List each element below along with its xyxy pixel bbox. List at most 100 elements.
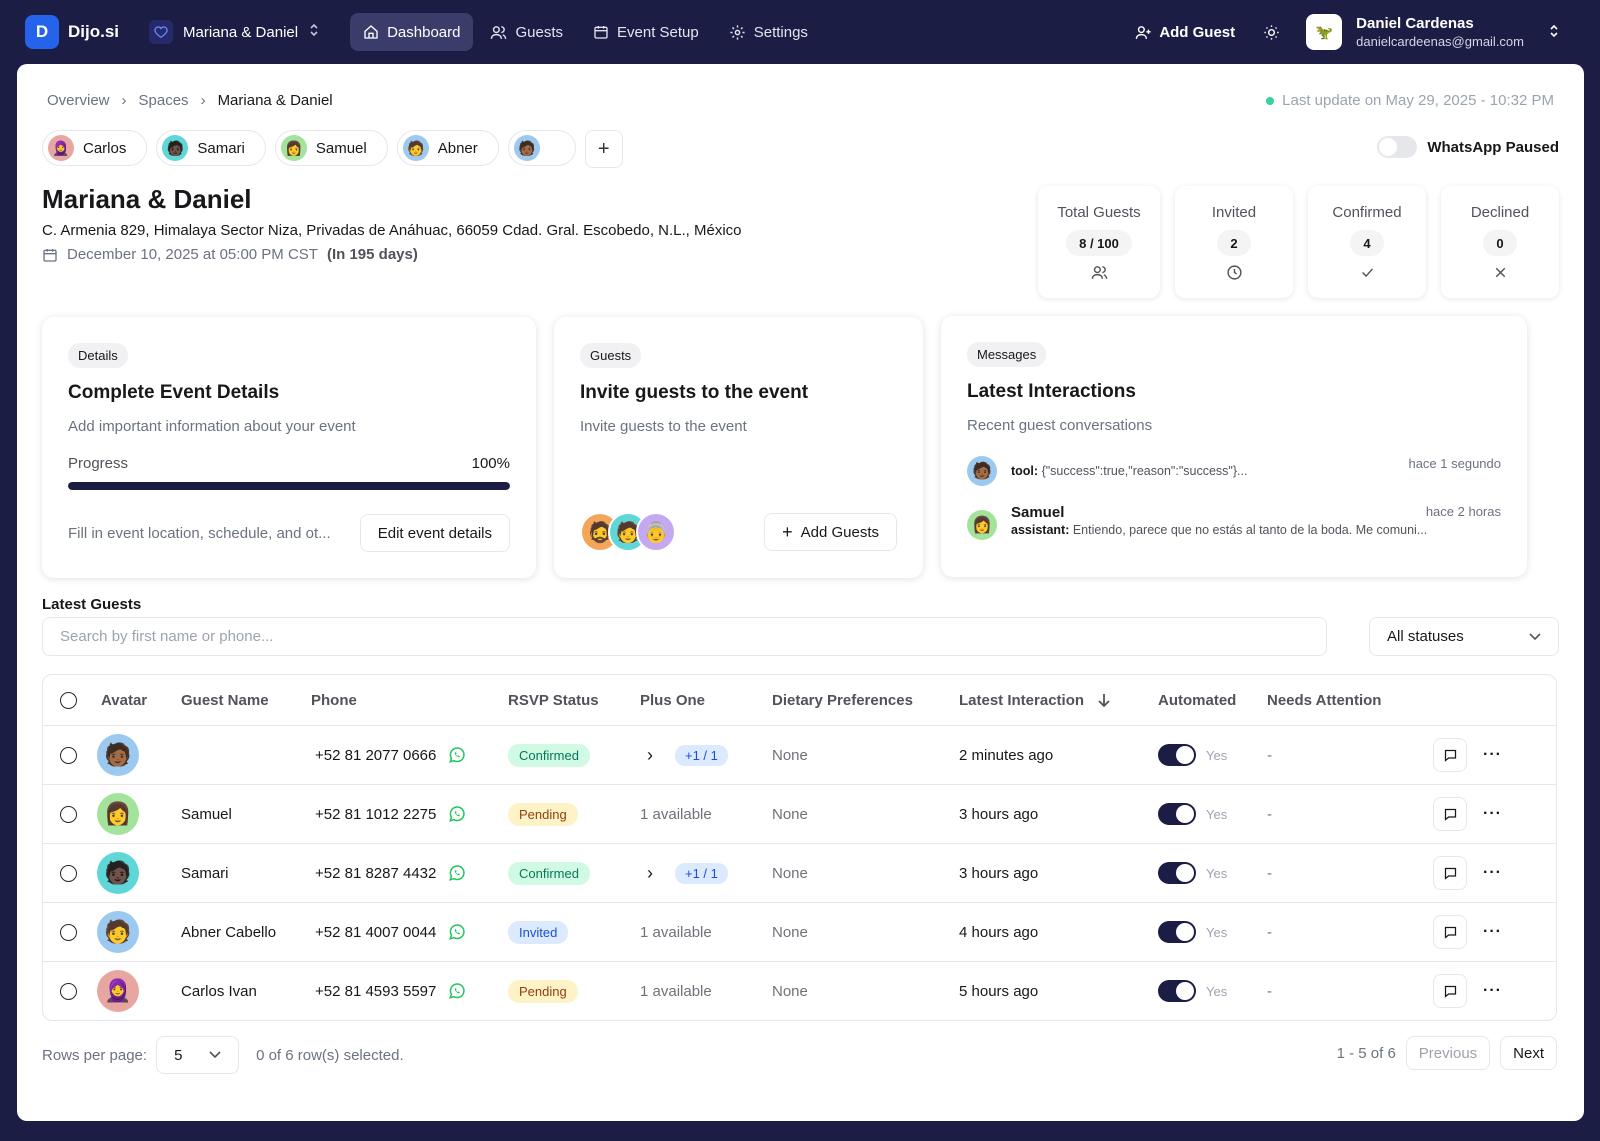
nav-event-setup[interactable]: Event Setup <box>580 13 712 51</box>
search-input[interactable]: Search by first name or phone... <box>42 617 1327 656</box>
whatsapp-toggle[interactable]: WhatsApp Paused <box>1377 136 1559 158</box>
plus-one-cell: 1 available <box>640 923 712 941</box>
theme-toggle-button[interactable] <box>1263 24 1280 41</box>
whatsapp-switch[interactable] <box>1377 136 1418 158</box>
whatsapp-icon[interactable] <box>448 805 466 823</box>
automated-switch[interactable] <box>1158 803 1196 825</box>
top-right: Add Guest 🦖 Daniel Cardenas danielcardee… <box>1135 0 1560 64</box>
plus-one-cell[interactable]: › +1 / 1 <box>647 744 728 766</box>
logo[interactable]: D <box>25 15 59 49</box>
col-dietary[interactable]: Dietary Preferences <box>772 691 913 709</box>
message-item[interactable]: 👩 Samuel assistant: Entiendo, parece que… <box>967 504 1501 540</box>
nav-settings[interactable]: Settings <box>716 13 821 51</box>
add-chip-button[interactable]: + <box>584 130 623 168</box>
more-actions-icon[interactable]: ··· <box>1483 805 1502 822</box>
col-guest-name[interactable]: Guest Name <box>181 691 269 709</box>
whatsapp-icon[interactable] <box>448 923 466 941</box>
plus-one-cell: 1 available <box>640 982 712 1000</box>
status-filter-select[interactable]: All statuses <box>1369 617 1559 656</box>
message-text: Entiendo, parece que no estás al tanto d… <box>1072 523 1428 537</box>
whatsapp-icon[interactable] <box>448 746 466 764</box>
col-phone[interactable]: Phone <box>311 691 357 709</box>
stats: Total Guests 8 / 100 Invited 2 Confirmed… <box>1038 186 1559 298</box>
col-latest-interaction[interactable]: Latest Interaction <box>959 692 1110 709</box>
nav-guests[interactable]: Guests <box>477 13 576 51</box>
automated-switch[interactable] <box>1158 921 1196 943</box>
add-guests-button[interactable]: + Add Guests <box>764 513 897 551</box>
table-row[interactable]: 🧕 Carlos Ivan +52 81 4593 5597 Pending 1… <box>43 961 1556 1020</box>
chevron-updown-icon[interactable] <box>1548 24 1560 41</box>
edit-event-details-button[interactable]: Edit event details <box>359 514 510 552</box>
user-avatar[interactable]: 🦖 <box>1306 14 1343 50</box>
guests-tag: Guests <box>580 343 642 368</box>
breadcrumb-current: Mariana & Daniel <box>217 92 333 109</box>
automated-switch[interactable] <box>1158 744 1196 766</box>
whatsapp-icon[interactable] <box>448 864 466 882</box>
details-footer: Fill in event location, schedule, and ot… <box>68 514 510 552</box>
more-actions-icon[interactable]: ··· <box>1483 923 1502 940</box>
phone-cell: +52 81 4007 0044 <box>315 923 466 941</box>
breadcrumb-spaces[interactable]: Spaces <box>138 92 189 109</box>
message-item[interactable]: 🧑🏾 tool: {"success":true,"reason":"succe… <box>967 456 1501 486</box>
col-automated[interactable]: Automated <box>1158 691 1237 709</box>
row-select-radio[interactable] <box>60 982 77 1000</box>
row-select-radio[interactable] <box>60 923 77 941</box>
rows-per-page-select[interactable]: 5 <box>156 1036 240 1074</box>
gear-icon <box>730 24 745 40</box>
space-selector[interactable]: Mariana & Daniel <box>149 20 320 44</box>
whatsapp-icon[interactable] <box>448 982 466 1000</box>
more-actions-icon[interactable]: ··· <box>1483 746 1502 763</box>
col-plus-one[interactable]: Plus One <box>640 691 706 709</box>
chat-button[interactable] <box>1433 797 1467 831</box>
phone-cell: +52 81 4593 5597 <box>315 982 466 1000</box>
guest-chip[interactable]: 🧕 Carlos <box>42 130 148 166</box>
add-guest-button[interactable]: Add Guest <box>1135 24 1235 41</box>
clock-icon <box>1226 265 1242 280</box>
chat-button[interactable] <box>1433 856 1467 890</box>
row-select-radio[interactable] <box>60 805 77 823</box>
col-needs-attention[interactable]: Needs Attention <box>1267 691 1382 709</box>
chat-button[interactable] <box>1433 738 1467 772</box>
table-row[interactable]: 👩 Samuel +52 81 1012 2275 Pending 1 avai… <box>43 784 1556 843</box>
avatar: 🧑🏾 <box>97 734 139 776</box>
guest-chip[interactable]: 🧑🏿 Samari <box>156 130 266 166</box>
message-role: assistant: <box>1011 523 1070 537</box>
automated-switch[interactable] <box>1158 862 1196 884</box>
row-select-radio[interactable] <box>60 864 77 882</box>
main-nav: Dashboard Guests Event Setup Settings <box>350 13 821 51</box>
guest-chip[interactable]: 🧑 Abner <box>396 130 499 166</box>
chat-button[interactable] <box>1433 974 1467 1008</box>
automated-cell: Yes <box>1158 862 1227 884</box>
select-all-radio[interactable] <box>60 691 77 709</box>
plus-one-cell[interactable]: › +1 / 1 <box>647 862 728 884</box>
previous-button[interactable]: Previous <box>1405 1036 1491 1070</box>
next-button[interactable]: Next <box>1500 1036 1557 1070</box>
more-actions-icon[interactable]: ··· <box>1483 864 1502 881</box>
table-row[interactable]: 🧑 Abner Cabello +52 81 4007 0044 Invited… <box>43 902 1556 961</box>
nav-dashboard[interactable]: Dashboard <box>350 13 474 51</box>
whatsapp-label: WhatsApp Paused <box>1427 138 1559 156</box>
needs-attention-cell: - <box>1267 746 1272 764</box>
brand-name[interactable]: Dijo.si <box>68 22 120 41</box>
needs-attention-cell: - <box>1267 982 1272 1000</box>
details-title: Complete Event Details <box>68 382 280 403</box>
row-select-radio[interactable] <box>60 746 77 764</box>
details-subtitle: Add important information about your eve… <box>68 418 356 435</box>
col-rsvp-status[interactable]: RSVP Status <box>508 691 599 709</box>
chat-button[interactable] <box>1433 915 1467 949</box>
user-menu[interactable]: Daniel Cardenas danielcardeenas@gmail.co… <box>1356 15 1524 49</box>
guest-chip[interactable]: 🧑🏾 <box>507 130 576 166</box>
guest-chip-label: Carlos <box>83 139 127 157</box>
automated-label: Yes <box>1206 924 1228 940</box>
guest-chip[interactable]: 👩 Samuel <box>274 130 388 166</box>
calendar-icon <box>594 26 608 39</box>
table-row[interactable]: 🧑🏾 +52 81 2077 0666 Confirmed › +1 / 1 No… <box>43 725 1556 784</box>
table-row[interactable]: 🧑🏿 Samari +52 81 8287 4432 Confirmed › +1… <box>43 843 1556 902</box>
guests-card: Guests Invite guests to the event Invite… <box>554 317 923 578</box>
automated-switch[interactable] <box>1158 980 1196 1002</box>
breadcrumb-overview[interactable]: Overview <box>47 92 110 109</box>
more-actions-icon[interactable]: ··· <box>1483 982 1502 999</box>
message-icon <box>1444 749 1456 762</box>
users-icon <box>1091 266 1107 279</box>
breadcrumb: Overview › Spaces › Mariana & Daniel <box>47 92 333 109</box>
